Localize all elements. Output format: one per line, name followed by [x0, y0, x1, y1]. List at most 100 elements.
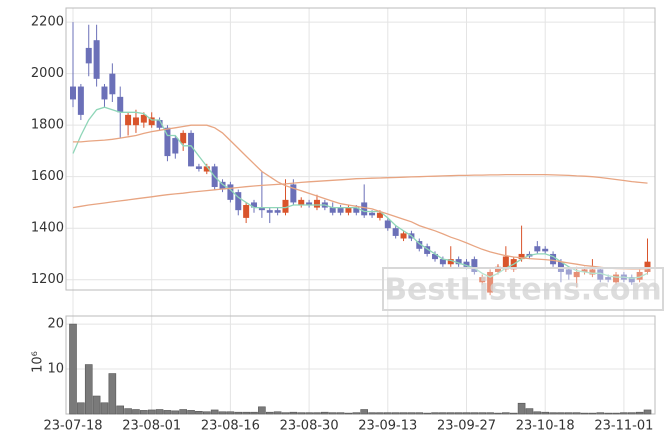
- candle-body: [227, 184, 234, 200]
- x-tick-label: 23-09-13: [358, 419, 417, 434]
- candle-body: [400, 233, 407, 239]
- candle-body: [274, 210, 281, 213]
- candle-body: [636, 271, 643, 280]
- volume-bar: [604, 412, 612, 415]
- volume-bar: [407, 412, 416, 415]
- candle-body: [384, 220, 391, 229]
- volume-bar: [250, 411, 258, 415]
- volume-bar: [462, 412, 471, 415]
- volume-bar: [187, 410, 195, 415]
- candle-body: [424, 246, 431, 254]
- price-pane: [65, 7, 656, 291]
- volume-bar: [92, 395, 101, 415]
- candle-body: [353, 207, 360, 213]
- watermark-text: BestListens.com: [384, 273, 662, 308]
- candle-body: [416, 241, 423, 249]
- candle-body: [243, 205, 250, 218]
- candle-body: [439, 259, 446, 265]
- candle-body: [644, 261, 651, 272]
- volume-bar: [132, 409, 140, 415]
- candle-body: [471, 259, 478, 272]
- volume-bar: [627, 412, 636, 415]
- volume-bar: [336, 412, 345, 415]
- candle-body: [251, 202, 258, 208]
- volume-bar: [234, 411, 243, 415]
- moving-average-line: [72, 106, 648, 280]
- candle-body: [613, 274, 620, 283]
- volume-bar: [242, 411, 250, 415]
- candle-body: [313, 199, 320, 208]
- volume-bar: [565, 412, 573, 415]
- x-tick-label: 23-08-16: [201, 419, 260, 434]
- volume-bar: [486, 412, 494, 415]
- volume-bar: [108, 373, 117, 415]
- candle-body: [140, 114, 147, 123]
- candle-body: [156, 120, 163, 128]
- candle-body: [298, 199, 305, 206]
- candle-body: [455, 259, 462, 265]
- moving-average-line: [72, 173, 648, 209]
- volume-bar: [470, 412, 479, 415]
- volume-bar: [509, 412, 518, 415]
- volume-bar: [494, 412, 502, 415]
- y-tick-label: 20: [47, 317, 64, 332]
- volume-bar: [423, 412, 431, 415]
- volume-bar: [588, 412, 597, 415]
- volume-bar: [549, 412, 557, 415]
- candle-body: [258, 207, 265, 211]
- candle-body: [628, 277, 635, 283]
- candle-body: [306, 202, 313, 206]
- candle-body: [392, 228, 399, 236]
- y-tick-label: 10: [47, 362, 64, 377]
- volume-bar: [273, 411, 282, 415]
- volume-bar: [620, 412, 628, 415]
- candle-body: [101, 86, 108, 100]
- volume-bar: [431, 412, 439, 415]
- volume-bar: [69, 323, 77, 415]
- volume-bar: [281, 412, 290, 415]
- volume-bar: [297, 412, 306, 415]
- volume-bar: [383, 412, 392, 415]
- volume-bar: [258, 406, 266, 415]
- volume-bar: [305, 412, 313, 415]
- candle-body: [109, 73, 116, 95]
- candle-body: [557, 261, 564, 272]
- volume-bar: [572, 412, 581, 415]
- candle-body: [581, 269, 588, 272]
- volume-bar: [313, 412, 321, 415]
- volume-bar: [446, 412, 455, 415]
- x-tick-label: 23-08-30: [280, 419, 339, 434]
- candle-body: [93, 40, 100, 79]
- candle-body: [597, 269, 604, 280]
- volume-bar: [84, 364, 93, 415]
- grid-layer: [66, 8, 655, 414]
- candle-body: [266, 210, 273, 213]
- candle-body: [589, 269, 596, 275]
- candle-body: [345, 207, 352, 213]
- candle-body: [361, 202, 368, 216]
- x-tick-label: 23-08-01: [122, 419, 181, 434]
- watermark-frame: [382, 267, 664, 311]
- volume-pane: [65, 315, 656, 415]
- volume-bar: [352, 412, 361, 415]
- watermark-box: BestListens.com: [382, 267, 664, 311]
- candle-body: [550, 253, 557, 265]
- volume-bar: [77, 402, 85, 415]
- x-tick-label: 23-10-18: [516, 419, 575, 434]
- volume-bar: [580, 412, 589, 415]
- candle-body: [85, 47, 92, 64]
- y-tick-label: 1200: [31, 272, 64, 287]
- volume-bar: [124, 408, 132, 415]
- volume-bar: [478, 412, 487, 415]
- candle-body: [148, 117, 155, 126]
- volume-bar: [557, 412, 565, 415]
- y-tick-label: 1600: [31, 169, 64, 184]
- volume-bar: [376, 412, 384, 415]
- volume-bar: [210, 409, 219, 415]
- candle-body: [494, 266, 501, 272]
- candle-body: [502, 256, 509, 270]
- candle-body: [518, 253, 525, 260]
- candle-body: [188, 132, 195, 167]
- y-tick-label: 2000: [31, 66, 64, 81]
